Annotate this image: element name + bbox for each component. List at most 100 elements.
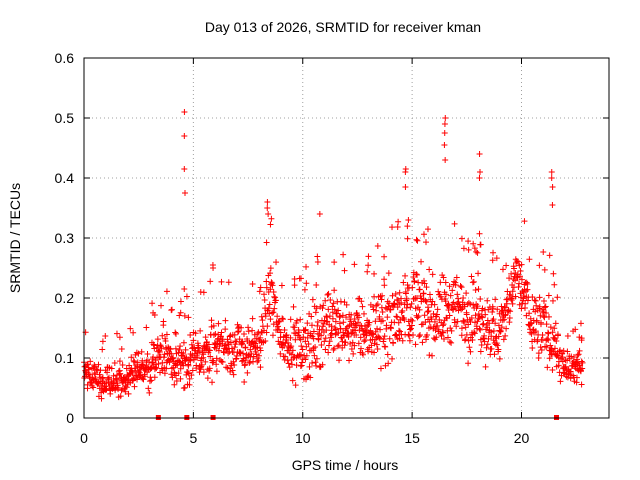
data-point <box>172 329 179 336</box>
data-point <box>570 353 577 360</box>
data-point <box>180 339 187 346</box>
data-point <box>498 308 505 315</box>
data-point <box>420 277 427 284</box>
data-point <box>505 307 512 314</box>
data-point <box>392 331 399 338</box>
data-point <box>524 286 531 293</box>
data-point <box>361 338 368 345</box>
data-point <box>494 342 501 349</box>
data-point <box>453 274 460 281</box>
data-point <box>399 307 406 314</box>
data-point <box>543 321 550 328</box>
data-point <box>458 284 465 291</box>
data-point <box>246 359 253 366</box>
data-point <box>180 350 187 357</box>
data-point <box>533 302 540 309</box>
data-point <box>168 306 175 313</box>
data-point <box>334 343 341 350</box>
data-point <box>504 288 511 295</box>
data-point <box>498 303 505 310</box>
data-point <box>381 276 388 283</box>
data-point <box>401 316 408 323</box>
data-point <box>411 278 418 285</box>
data-point <box>298 343 305 350</box>
data-point <box>129 370 136 377</box>
data-point <box>478 313 485 320</box>
data-point <box>314 318 321 325</box>
data-point <box>434 306 441 313</box>
data-point <box>125 390 132 397</box>
data-point <box>130 375 137 382</box>
data-point <box>540 248 547 255</box>
data-point <box>458 235 465 242</box>
data-point <box>262 337 269 344</box>
data-point <box>562 363 569 370</box>
data-point <box>488 333 495 340</box>
data-point <box>434 322 441 329</box>
data-point <box>557 378 564 385</box>
data-point <box>335 307 342 314</box>
data-point <box>92 376 99 383</box>
data-point <box>330 300 337 307</box>
data-point <box>325 349 332 356</box>
data-point <box>326 338 333 345</box>
data-point <box>521 218 528 225</box>
data-point <box>100 378 107 385</box>
data-point <box>469 337 476 344</box>
data-point <box>355 340 362 347</box>
data-point <box>365 262 372 269</box>
data-point <box>103 386 110 393</box>
data-point <box>463 290 470 297</box>
data-point <box>118 387 125 394</box>
data-point <box>273 259 280 266</box>
data-point <box>356 327 363 334</box>
data-point <box>374 345 381 352</box>
data-point <box>549 202 556 208</box>
data-point <box>380 336 387 343</box>
data-point <box>414 271 421 278</box>
data-point <box>289 361 295 368</box>
data-point <box>318 332 325 339</box>
data-point <box>256 288 263 295</box>
data-point <box>452 282 459 289</box>
data-point <box>523 279 530 286</box>
data-point <box>341 267 348 274</box>
data-point <box>277 329 284 336</box>
data-point <box>447 292 454 299</box>
data-point <box>448 327 455 334</box>
data-point <box>181 286 188 292</box>
data-point <box>544 364 551 371</box>
data-point <box>518 276 525 283</box>
data-point <box>479 314 486 321</box>
data-point <box>348 345 355 352</box>
data-point <box>291 324 298 331</box>
data-point <box>385 360 392 367</box>
data-point <box>302 326 309 333</box>
data-point <box>304 320 311 327</box>
data-point <box>342 339 349 346</box>
data-point <box>576 362 583 369</box>
data-point <box>382 343 389 350</box>
data-point <box>305 340 312 347</box>
data-point <box>408 300 415 307</box>
data-point <box>280 316 287 323</box>
data-point <box>255 352 262 359</box>
data-point <box>546 355 553 362</box>
data-point <box>446 338 453 345</box>
data-point <box>470 301 477 308</box>
data-point <box>503 300 510 307</box>
data-point <box>328 330 335 337</box>
data-point <box>575 351 582 358</box>
data-point <box>578 335 585 342</box>
x-tick-label: 15 <box>404 430 420 446</box>
data-point <box>465 360 472 367</box>
data-point <box>155 360 162 367</box>
data-point <box>213 368 220 375</box>
data-point <box>397 328 404 335</box>
data-point <box>365 253 372 260</box>
data-point <box>279 315 286 322</box>
data-point <box>547 324 554 331</box>
data-point <box>261 291 268 298</box>
data-point <box>396 335 403 342</box>
data-point <box>484 297 491 304</box>
